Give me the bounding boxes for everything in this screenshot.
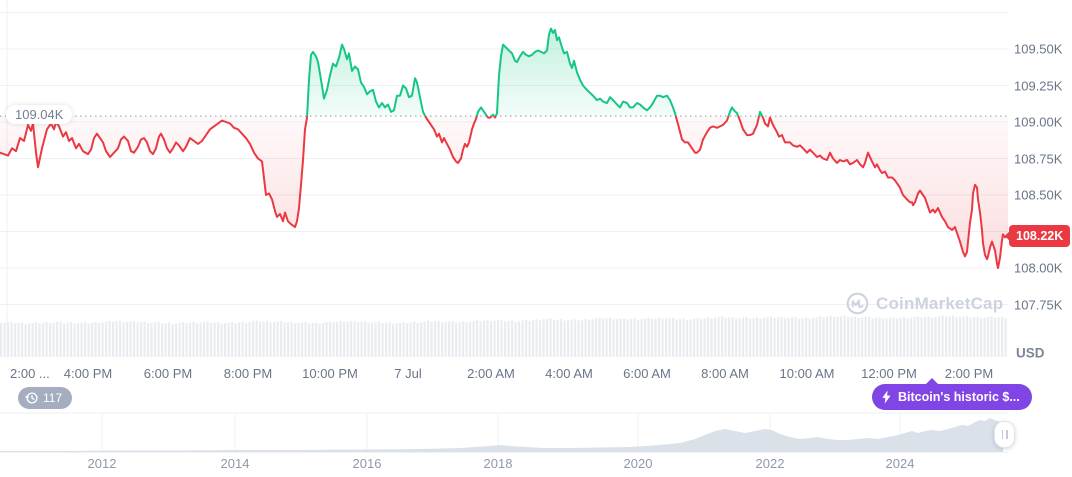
- y-axis-tick: 108.75K: [1014, 151, 1063, 166]
- tooltip-text: Bitcoin's historic $...: [898, 390, 1020, 404]
- price-line-up: [306, 27, 764, 117]
- coinmarketcap-watermark: CoinMarketCap: [846, 292, 1003, 315]
- coinmarketcap-logo-icon: [846, 292, 869, 315]
- navigator-year-label: 2016: [352, 456, 382, 471]
- y-axis-tick: 109.25K: [1014, 78, 1063, 93]
- handle-grip: [1001, 430, 1003, 439]
- navigator-year-label: 2012: [87, 456, 117, 471]
- navigator-area-chart: [0, 418, 1003, 452]
- navigator-year-label: 2022: [755, 456, 785, 471]
- navigator-year-label: 2014: [220, 456, 250, 471]
- baseline-price-label: 109.04K: [6, 105, 73, 124]
- timeline-navigator[interactable]: [0, 412, 1008, 454]
- navigator-year-label: 2020: [623, 456, 653, 471]
- area-fill-down: [0, 116, 1008, 268]
- currency-unit-label: USD: [1016, 345, 1045, 361]
- x-axis-tick: 10:00 AM: [779, 366, 835, 381]
- historic-event-tooltip[interactable]: Bitcoin's historic $...: [872, 378, 1032, 410]
- navigator-resize-handle[interactable]: [994, 421, 1015, 448]
- area-fill-up: [0, 28, 1008, 117]
- x-axis-tick: 12:00 PM: [861, 366, 917, 381]
- price-line-down: [0, 116, 1008, 269]
- x-axis-tick: 10:00 PM: [302, 366, 358, 381]
- x-axis-tick: 6:00 AM: [623, 366, 671, 381]
- x-axis-tick: 2:00 ...: [10, 366, 50, 381]
- lightning-bolt-icon: [882, 390, 891, 404]
- watchers-badge[interactable]: 117: [18, 387, 73, 409]
- volume-bars: [0, 315, 1007, 357]
- x-axis-tick: 4:00 AM: [545, 366, 593, 381]
- x-axis-tick: 2:00 AM: [467, 366, 515, 381]
- current-price-badge: 108.22K: [1009, 224, 1071, 247]
- x-axis-tick: 4:00 PM: [63, 366, 113, 381]
- x-axis-tick: 6:00 PM: [143, 366, 193, 381]
- y-axis-tick: 107.75K: [1014, 297, 1063, 312]
- handle-grip: [1006, 430, 1008, 439]
- x-axis-tick: 2:00 PM: [944, 366, 994, 381]
- x-axis-tick: 8:00 PM: [223, 366, 273, 381]
- y-axis-tick: 108.50K: [1014, 187, 1063, 203]
- y-axis-tick: 109.50K: [1014, 41, 1063, 57]
- watermark-text: CoinMarketCap: [876, 293, 1004, 313]
- navigator-year-label: 2024: [885, 456, 915, 471]
- navigator-year-label: 2018: [483, 456, 513, 471]
- y-axis-tick: 109.00K: [1014, 114, 1063, 130]
- x-axis-tick: 7 Jul: [394, 366, 422, 381]
- x-axis-tick: 8:00 AM: [701, 366, 749, 381]
- y-axis-tick: 108.00K: [1014, 260, 1063, 276]
- price-chart-svg[interactable]: [0, 0, 1008, 360]
- history-clock-icon: [25, 392, 38, 404]
- watchers-count: 117: [43, 391, 63, 405]
